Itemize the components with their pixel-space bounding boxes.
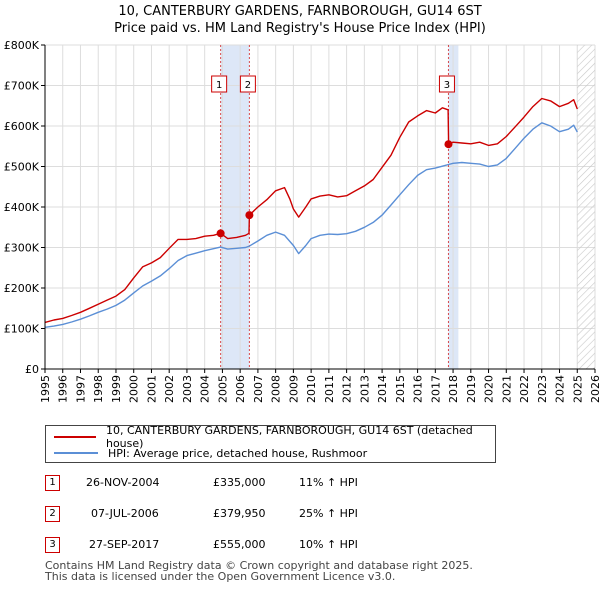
sale-date: 27-SEP-2017 — [89, 538, 160, 551]
x-tick-label: 2018 — [447, 375, 460, 403]
legend-label-hpi: HPI: Average price, detached house, Rush… — [108, 446, 368, 460]
x-tick-label: 2024 — [554, 375, 567, 403]
y-tick-label: £500K — [4, 161, 40, 174]
x-tick-label: 2026 — [589, 375, 600, 403]
sale-date: 07-JUL-2006 — [91, 507, 159, 520]
x-tick-label: 2016 — [412, 375, 425, 403]
sale-marker-box: 1 — [45, 475, 60, 491]
chart-title-line2: Price paid vs. HM Land Registry's House … — [114, 21, 486, 36]
sale-marker-label-box — [239, 75, 256, 93]
hpi-line — [44, 122, 578, 328]
x-tick-label: 2017 — [429, 375, 442, 403]
sale-hpi-diff: 10% ↑ HPI — [299, 538, 358, 551]
sale-date: 26-NOV-2004 — [86, 476, 160, 489]
y-tick-label: £300K — [4, 242, 40, 255]
y-tick-label: £100K — [4, 323, 40, 336]
x-tick-label: 1996 — [57, 375, 70, 403]
x-tick-label: 2009 — [287, 375, 300, 403]
x-tick-label: 2006 — [234, 375, 247, 403]
sale-marker-label-box — [211, 75, 228, 93]
property-price-line — [44, 97, 578, 324]
x-tick-label: 2023 — [536, 375, 549, 403]
y-tick-label: £400K — [4, 201, 40, 214]
legend-item-property: 10, CANTERBURY GARDENS, FARNBOROUGH, GU1… — [54, 424, 495, 450]
price-chart: 1 2 3 £0 £100K £200K £300K £400K £500K £600K £700… — [4, 39, 600, 403]
x-tick-label: 2020 — [483, 375, 496, 403]
y-tick-label: £800K — [4, 39, 40, 52]
sale-point — [245, 211, 254, 220]
x-tick-label: 1998 — [92, 375, 105, 403]
x-tick-label: 1995 — [39, 375, 52, 403]
y-tick-label: £0 — [25, 363, 39, 376]
footer: Contains HM Land Registry data © Crown c… — [45, 560, 473, 582]
table-row: 2 07-JUL-2006 £379,950 25% ↑ HPI — [45, 504, 445, 524]
sale-hpi-diff: 11% ↑ HPI — [299, 476, 358, 489]
x-tick-label: 2012 — [341, 375, 354, 403]
x-tick-label: 2015 — [394, 375, 407, 403]
x-tick-label: 2004 — [199, 375, 212, 403]
x-tick-label: 2007 — [252, 375, 265, 403]
x-tick-label: 2001 — [145, 375, 158, 403]
table-row: 3 27-SEP-2017 £555,000 10% ↑ HPI — [45, 535, 445, 555]
sale-price: £555,000 — [213, 538, 266, 551]
x-tick-label: 2022 — [518, 375, 531, 403]
x-tick-label: 2013 — [358, 375, 371, 403]
x-tick-label: 1999 — [110, 375, 123, 403]
sale-marker-label-box — [438, 75, 455, 93]
x-tick-label: 2005 — [216, 375, 229, 403]
y-tick-label: £700K — [4, 80, 40, 93]
chart-title: 10, CANTERBURY GARDENS, FARNBOROUGH, GU1… — [0, 3, 600, 37]
sale-point — [216, 229, 225, 238]
sale-hpi-diff: 25% ↑ HPI — [299, 507, 358, 520]
legend-label-property: 10, CANTERBURY GARDENS, FARNBOROUGH, GU1… — [105, 424, 473, 450]
legend-item-hpi: HPI: Average price, detached house, Rush… — [54, 445, 367, 461]
table-row: 1 26-NOV-2004 £335,000 11% ↑ HPI — [45, 473, 445, 493]
x-tick-label: 2025 — [571, 375, 584, 403]
x-tick-label: 2014 — [376, 375, 389, 403]
sale-price: £379,950 — [213, 507, 266, 520]
x-tick-label: 2010 — [305, 375, 318, 403]
sale-marker-box: 2 — [45, 506, 60, 522]
sale-price: £335,000 — [213, 476, 266, 489]
sale-point — [444, 140, 453, 149]
x-tick-label: 2011 — [323, 375, 336, 403]
forecast-hatch-region — [577, 45, 595, 369]
legend: 10, CANTERBURY GARDENS, FARNBOROUGH, GU1… — [45, 424, 496, 463]
x-tick-label: 2002 — [163, 375, 176, 403]
x-tick-label: 2008 — [270, 375, 283, 403]
legend-swatch-property — [54, 436, 96, 438]
x-tick-label: 2000 — [128, 375, 141, 403]
x-tick-label: 2003 — [181, 375, 194, 403]
sale-marker-label: 2 — [245, 80, 251, 91]
sale-marker-box: 3 — [45, 537, 60, 553]
x-tick-label: 2019 — [465, 375, 478, 403]
legend-swatch-hpi — [54, 452, 98, 454]
sale-marker-label: 3 — [444, 80, 450, 91]
y-tick-label: £600K — [4, 120, 40, 133]
chart-title-line1: 10, CANTERBURY GARDENS, FARNBOROUGH, GU1… — [118, 4, 482, 19]
x-tick-label: 2021 — [500, 375, 513, 403]
sale-marker-label: 1 — [216, 80, 222, 91]
y-tick-label: £200K — [4, 282, 40, 295]
footer-copyright: Contains HM Land Registry data © Crown c… — [45, 559, 473, 572]
x-tick-label: 1997 — [74, 375, 87, 403]
footer-licence: This data is licensed under the Open Gov… — [45, 570, 396, 583]
